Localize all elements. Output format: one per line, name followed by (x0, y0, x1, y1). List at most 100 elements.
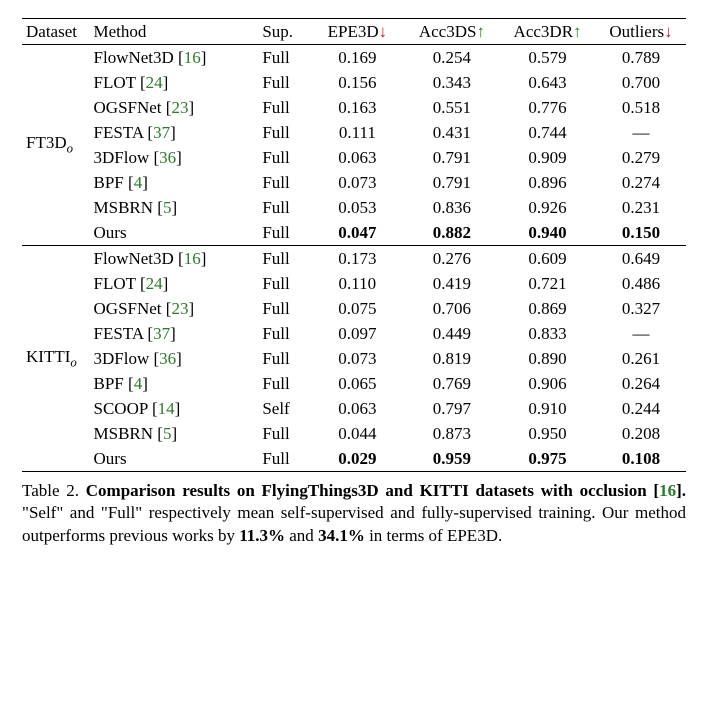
sup-cell: Full (258, 246, 310, 272)
epe3d-cell: 0.044 (310, 421, 405, 446)
outliers-cell: 0.150 (596, 220, 686, 246)
sup-cell: Full (258, 296, 310, 321)
epe3d-cell: 0.156 (310, 70, 405, 95)
col-acc3dr-label: Acc3DR (514, 22, 573, 41)
caption-pct2: 34.1% (318, 526, 365, 545)
table-row: FESTA [37]Full0.1110.4310.744— (22, 120, 686, 145)
method-cell: FlowNet3D [16] (90, 45, 259, 71)
caption-period: . (682, 481, 686, 500)
epe3d-cell: 0.065 (310, 371, 405, 396)
table-row: BPF [4]Full0.0730.7910.8960.274 (22, 170, 686, 195)
caption-cite[interactable]: 16 (659, 481, 676, 500)
epe3d-cell: 0.097 (310, 321, 405, 346)
col-dataset: Dataset (22, 19, 90, 45)
method-cell: OGSFNet [23] (90, 95, 259, 120)
acc3dr-cell: 0.643 (499, 70, 596, 95)
citation-link[interactable]: 36 (159, 148, 176, 167)
method-cell: 3DFlow [36] (90, 346, 259, 371)
table-row: FLOT [24]Full0.1100.4190.7210.486 (22, 271, 686, 296)
outliers-cell: 0.486 (596, 271, 686, 296)
acc3dr-cell: 0.926 (499, 195, 596, 220)
acc3ds-cell: 0.343 (405, 70, 500, 95)
acc3dr-cell: 0.906 (499, 371, 596, 396)
caption-pct1: 11.3% (239, 526, 285, 545)
col-epe3d-label: EPE3D (328, 22, 379, 41)
acc3dr-cell: 0.910 (499, 396, 596, 421)
table-row: BPF [4]Full0.0650.7690.9060.264 (22, 371, 686, 396)
acc3dr-cell: 0.579 (499, 45, 596, 71)
dataset-label: FT3Do (22, 45, 90, 246)
citation-link[interactable]: 14 (158, 399, 175, 418)
method-cell: SCOOP [14] (90, 396, 259, 421)
method-cell: FlowNet3D [16] (90, 246, 259, 272)
table-row: FT3DoFlowNet3D [16]Full0.1690.2540.5790.… (22, 45, 686, 71)
acc3ds-cell: 0.769 (405, 371, 500, 396)
acc3ds-cell: 0.819 (405, 346, 500, 371)
table-row: FESTA [37]Full0.0970.4490.833— (22, 321, 686, 346)
citation-link[interactable]: 24 (146, 73, 163, 92)
up-arrow-icon: ↑ (573, 22, 582, 41)
method-cell: 3DFlow [36] (90, 145, 259, 170)
outliers-cell: 0.231 (596, 195, 686, 220)
dataset-label: KITTIo (22, 246, 90, 472)
citation-link[interactable]: 23 (171, 299, 188, 318)
col-sup: Sup. (258, 19, 310, 45)
outliers-cell: 0.649 (596, 246, 686, 272)
outliers-cell: — (596, 120, 686, 145)
citation-link[interactable]: 4 (134, 374, 143, 393)
table-row: KITTIoFlowNet3D [16]Full0.1730.2760.6090… (22, 246, 686, 272)
citation-link[interactable]: 16 (184, 249, 201, 268)
outliers-cell: 0.208 (596, 421, 686, 446)
col-method: Method (90, 19, 259, 45)
col-acc3ds: Acc3DS↑ (405, 19, 500, 45)
sup-cell: Full (258, 45, 310, 71)
epe3d-cell: 0.029 (310, 446, 405, 472)
citation-link[interactable]: 36 (159, 349, 176, 368)
outliers-cell: 0.789 (596, 45, 686, 71)
sup-cell: Full (258, 145, 310, 170)
outliers-cell: 0.700 (596, 70, 686, 95)
table-row: 3DFlow [36]Full0.0730.8190.8900.261 (22, 346, 686, 371)
epe3d-cell: 0.073 (310, 170, 405, 195)
epe3d-cell: 0.063 (310, 145, 405, 170)
citation-link[interactable]: 24 (146, 274, 163, 293)
citation-link[interactable]: 23 (171, 98, 188, 117)
table-row: OGSFNet [23]Full0.0750.7060.8690.327 (22, 296, 686, 321)
citation-link[interactable]: 37 (153, 324, 170, 343)
citation-link[interactable]: 4 (134, 173, 143, 192)
method-cell: FLOT [24] (90, 271, 259, 296)
acc3ds-cell: 0.797 (405, 396, 500, 421)
method-cell: OGSFNet [23] (90, 296, 259, 321)
citation-link[interactable]: 37 (153, 123, 170, 142)
acc3dr-cell: 0.909 (499, 145, 596, 170)
outliers-cell: 0.518 (596, 95, 686, 120)
acc3dr-cell: 0.896 (499, 170, 596, 195)
table-row: 3DFlow [36]Full0.0630.7910.9090.279 (22, 145, 686, 170)
method-cell: Ours (90, 446, 259, 472)
down-arrow-icon: ↓ (664, 22, 673, 41)
results-table: Dataset Method Sup. EPE3D↓ Acc3DS↑ Acc3D… (22, 18, 686, 472)
acc3ds-cell: 0.706 (405, 296, 500, 321)
epe3d-cell: 0.047 (310, 220, 405, 246)
citation-link[interactable]: 16 (184, 48, 201, 67)
acc3ds-cell: 0.836 (405, 195, 500, 220)
citation-link[interactable]: 5 (163, 198, 172, 217)
method-cell: FLOT [24] (90, 70, 259, 95)
down-arrow-icon: ↓ (379, 22, 388, 41)
outliers-cell: 0.279 (596, 145, 686, 170)
table-row: MSBRN [5]Full0.0530.8360.9260.231 (22, 195, 686, 220)
acc3dr-cell: 0.776 (499, 95, 596, 120)
acc3ds-cell: 0.791 (405, 170, 500, 195)
epe3d-cell: 0.173 (310, 246, 405, 272)
sup-cell: Full (258, 220, 310, 246)
method-cell: FESTA [37] (90, 120, 259, 145)
outliers-cell: 0.261 (596, 346, 686, 371)
table-row: OursFull0.0290.9590.9750.108 (22, 446, 686, 472)
col-acc3ds-label: Acc3DS (419, 22, 477, 41)
method-cell: MSBRN [5] (90, 195, 259, 220)
sup-cell: Full (258, 195, 310, 220)
citation-link[interactable]: 5 (163, 424, 172, 443)
acc3ds-cell: 0.254 (405, 45, 500, 71)
acc3ds-cell: 0.419 (405, 271, 500, 296)
sup-cell: Full (258, 446, 310, 472)
